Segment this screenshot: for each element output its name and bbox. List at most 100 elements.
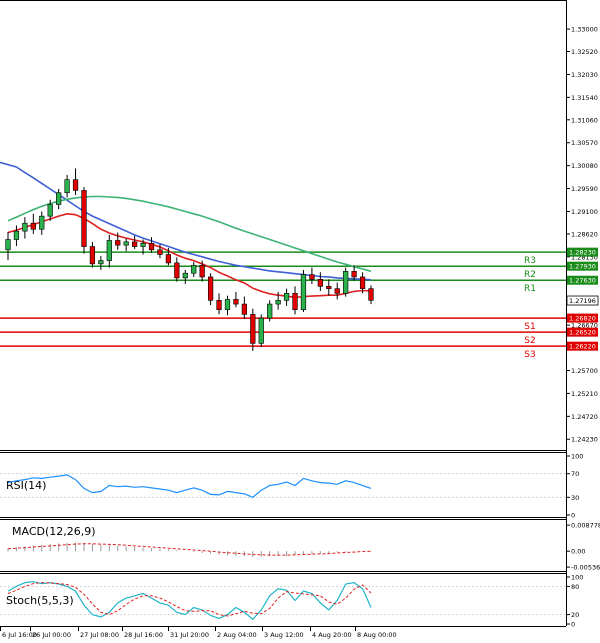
stoch-tick-label: 100: [571, 574, 583, 582]
time-tick-label: 26 Jul 00:00: [32, 631, 71, 639]
candle-body: [351, 271, 357, 278]
candle: [207, 273, 214, 306]
price-tick-label: 1.24720: [571, 413, 598, 421]
price-tick-label: 1.29100: [571, 208, 598, 216]
time-tick-label: 2 Aug 04:00: [217, 631, 257, 639]
candle: [5, 232, 11, 261]
price-tick-label: 1.26670: [571, 322, 598, 330]
candle-body: [132, 241, 138, 247]
stoch-k-line: [7, 581, 372, 621]
rsi-tick-label: 0: [571, 512, 575, 520]
candle: [233, 291, 239, 308]
level-tag-r1: 1.27630: [569, 277, 596, 285]
candle-body: [283, 293, 290, 301]
candle-body: [22, 222, 28, 232]
candle: [292, 286, 298, 315]
candle: [123, 238, 129, 252]
candle-body: [258, 317, 264, 344]
candle-body: [309, 274, 315, 280]
level-label-s2: S2: [524, 336, 535, 346]
candle-body: [241, 303, 247, 315]
candle: [182, 269, 188, 284]
candle-body: [216, 300, 222, 310]
candle-body: [157, 249, 163, 255]
candle: [326, 279, 332, 296]
support-resistance-levels: 1.28230 R3 1.27930 R2 1.27630 R1 1.26820 S1 1.26…: [0, 247, 598, 360]
candle: [199, 260, 205, 282]
candle: [359, 272, 366, 294]
candle: [30, 213, 36, 234]
time-tick-label: 8 Aug 00:00: [357, 631, 397, 639]
price-tick-label: 1.32030: [571, 71, 598, 79]
level-label-r3: R3: [524, 256, 536, 266]
rsi-line: [7, 474, 372, 498]
candles: [5, 168, 374, 351]
candle-body: [140, 242, 146, 247]
candle-body: [207, 276, 214, 301]
moving-average-line: [7, 195, 372, 273]
candle: [300, 269, 307, 313]
candle: [22, 217, 28, 239]
candle: [334, 282, 340, 300]
candle-body: [123, 241, 129, 246]
candle: [267, 300, 273, 322]
candle: [216, 293, 222, 315]
candle-body: [64, 179, 70, 194]
candle: [275, 291, 281, 310]
candle: [351, 265, 357, 281]
macd-pane: MACD(12,26,9) 0.008778 0.00 -0.005366: [7, 522, 600, 572]
candle: [140, 239, 146, 255]
macd-label: MACD(12,26,9): [12, 525, 96, 538]
candle-body: [224, 299, 231, 310]
candle-body: [106, 240, 112, 261]
time-tick-label: 3 Aug 12:00: [264, 631, 304, 639]
candle-body: [89, 246, 96, 265]
level-tag-s2: 1.26520: [569, 329, 596, 337]
rsi-pane: RSI(14) 100 70 30 0: [0, 453, 583, 520]
time-tick-label: 28 Jul 16:00: [124, 631, 163, 639]
candle: [174, 257, 180, 282]
stoch-label: Stoch(5,5,3): [6, 594, 74, 607]
candle-body: [250, 314, 256, 344]
candle: [89, 241, 96, 268]
candle: [39, 211, 45, 235]
candle-body: [359, 276, 366, 289]
price-tick-label: 1.28130: [571, 253, 598, 261]
candle-body: [300, 274, 307, 310]
candle-body: [199, 264, 205, 278]
time-tick-label: 4 Aug 20:00: [312, 631, 352, 639]
level-tag-bg-r1: [567, 275, 598, 285]
pane-frames: [0, 0, 567, 627]
candle-body: [233, 299, 239, 305]
level-label-r2: R2: [524, 270, 536, 280]
candle: [132, 235, 138, 249]
macd-signal-line: [7, 543, 372, 556]
macd-tick-label: -0.005366: [571, 564, 600, 572]
candle-body: [98, 260, 104, 265]
candle-body: [47, 204, 53, 217]
candle: [106, 234, 112, 268]
price-tick-label: 1.24230: [571, 436, 598, 444]
candle-body: [174, 262, 180, 279]
level-tag-s1: 1.26820: [569, 315, 596, 323]
candle-body: [267, 303, 273, 319]
candle-body: [56, 192, 62, 205]
candle: [115, 232, 121, 250]
candle: [165, 247, 172, 266]
candle: [191, 261, 197, 277]
candle: [56, 189, 62, 210]
price-tick-label: 1.28620: [571, 230, 598, 238]
rsi-label: RSI(14): [6, 479, 46, 492]
level-label-r1: R1: [524, 284, 536, 294]
stoch-d-line: [7, 582, 372, 617]
macd-tick-label: 0.00: [571, 548, 585, 556]
candle-body: [292, 293, 298, 310]
candle-body: [191, 264, 197, 274]
candle-body: [30, 222, 36, 230]
candle-body: [148, 242, 155, 251]
candle-body: [81, 190, 87, 247]
price-tick-label: 1.33000: [571, 26, 598, 34]
candle-body: [182, 272, 188, 279]
candle-body: [275, 300, 281, 305]
